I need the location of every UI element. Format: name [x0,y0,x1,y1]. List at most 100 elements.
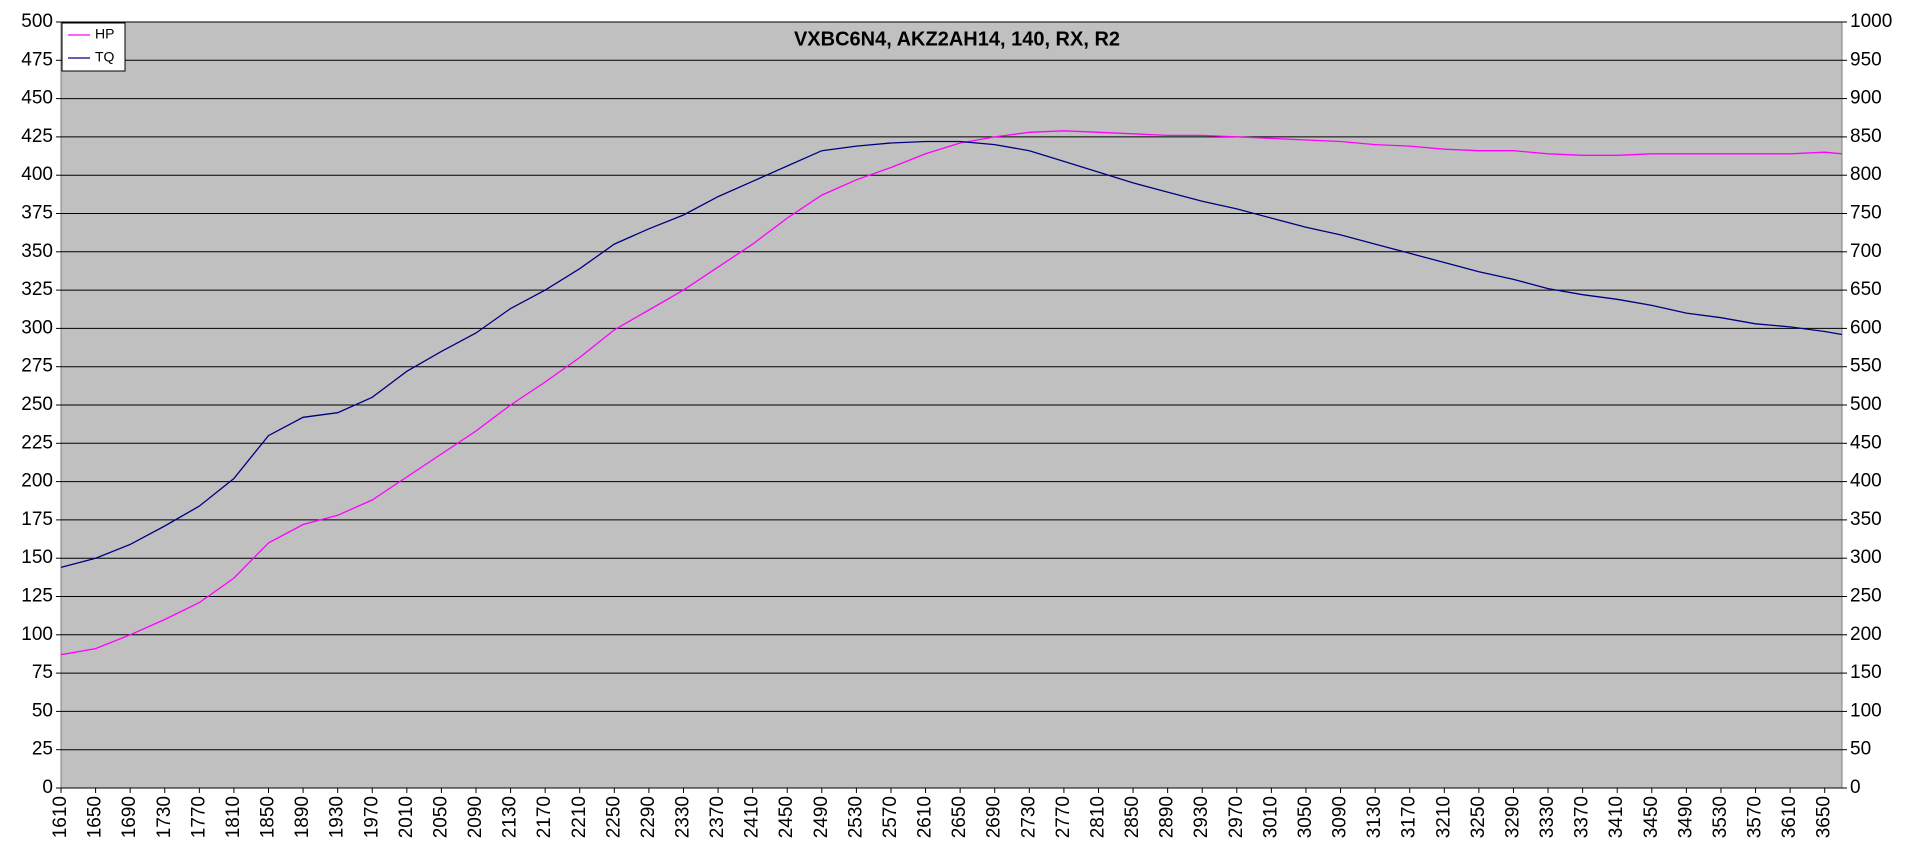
y2-tick-label: 100 [1850,700,1882,721]
y2-tick-label: 600 [1850,317,1882,338]
legend-label: HP [95,26,114,42]
x-tick-label: 3010 [1260,796,1281,838]
y2-tick-label: 0 [1850,777,1861,798]
y2-tick-label: 850 [1850,126,1882,147]
x-tick-label: 1890 [292,796,313,838]
x-tick-label: 3090 [1330,796,1351,838]
y-tick-label: 300 [21,317,53,338]
x-tick-label: 3650 [1814,796,1835,838]
x-tick-label: 3370 [1572,796,1593,838]
y2-tick-label: 350 [1850,509,1882,530]
y2-tick-label: 1000 [1850,11,1892,32]
y-tick-label: 50 [32,700,53,721]
y-tick-label: 500 [21,11,53,32]
x-tick-label: 3210 [1433,796,1454,838]
x-tick-label: 2770 [1053,796,1074,838]
x-tick-label: 3490 [1675,796,1696,838]
x-tick-label: 2330 [673,796,694,838]
x-tick-label: 2930 [1191,796,1212,838]
y2-tick-label: 500 [1850,394,1882,415]
y-tick-label: 25 [32,739,53,760]
y-tick-label: 125 [21,586,53,607]
x-tick-label: 3250 [1468,796,1489,838]
x-tick-label: 2250 [603,796,624,838]
x-tick-label: 1810 [223,796,244,838]
y2-tick-label: 900 [1850,88,1882,109]
y-tick-label: 150 [21,547,53,568]
y-tick-label: 75 [32,662,53,683]
x-tick-label: 2890 [1157,796,1178,838]
x-tick-label: 2050 [430,796,451,838]
y-tick-label: 400 [21,164,53,185]
x-tick-label: 2970 [1226,796,1247,838]
x-tick-label: 2570 [880,796,901,838]
x-tick-label: 2610 [915,796,936,838]
x-tick-label: 1930 [327,796,348,838]
legend-box [61,22,126,72]
y2-tick-label: 250 [1850,586,1882,607]
y2-tick-label: 550 [1850,356,1882,377]
y-tick-label: 375 [21,203,53,224]
y-tick-label: 0 [42,777,53,798]
y-tick-label: 325 [21,279,53,300]
x-tick-label: 2650 [949,796,970,838]
y2-tick-label: 750 [1850,203,1882,224]
series-line [60,130,1843,656]
y-tick-label: 350 [21,241,53,262]
x-tick-label: 3170 [1399,796,1420,838]
y-tick-label: 200 [21,471,53,492]
x-tick-label: 2530 [845,796,866,838]
y2-tick-label: 700 [1850,241,1882,262]
x-tick-label: 3410 [1606,796,1627,838]
x-tick-label: 2410 [742,796,763,838]
y-tick-label: 450 [21,88,53,109]
x-tick-label: 3050 [1295,796,1316,838]
x-tick-label: 2170 [534,796,555,838]
x-tick-label: 2290 [638,796,659,838]
x-tick-label: 3530 [1710,796,1731,838]
x-tick-label: 2490 [811,796,832,838]
y-tick-label: 100 [21,624,53,645]
x-tick-label: 1850 [258,796,279,838]
x-tick-label: 2730 [1018,796,1039,838]
x-tick-label: 1690 [119,796,140,838]
x-tick-label: 2370 [707,796,728,838]
x-tick-label: 2090 [465,796,486,838]
y2-tick-label: 300 [1850,547,1882,568]
x-tick-label: 3450 [1641,796,1662,838]
x-tick-label: 2010 [396,796,417,838]
y2-tick-label: 150 [1850,662,1882,683]
y-tick-label: 275 [21,356,53,377]
x-tick-label: 1770 [188,796,209,838]
y-tick-label: 250 [21,394,53,415]
x-tick-label: 3130 [1364,796,1385,838]
x-tick-label: 3330 [1537,796,1558,838]
y-tick-label: 225 [21,432,53,453]
x-tick-label: 1730 [154,796,175,838]
chart-title: VXBC6N4, AKZ2AH14, 140, RX, R2 [794,28,1120,50]
x-tick-label: 2210 [569,796,590,838]
x-tick-label: 1650 [85,796,106,838]
x-tick-label: 2450 [776,796,797,838]
x-tick-label: 2810 [1087,796,1108,838]
x-tick-label: 1610 [50,796,71,838]
x-tick-label: 2850 [1122,796,1143,838]
x-tick-label: 3290 [1502,796,1523,838]
y-tick-label: 475 [21,49,53,70]
y2-tick-label: 950 [1850,49,1882,70]
legend-label: TQ [95,49,115,65]
x-tick-label: 2130 [500,796,521,838]
x-tick-label: 3570 [1745,796,1766,838]
y2-tick-label: 50 [1850,739,1871,760]
y2-tick-label: 450 [1850,432,1882,453]
y2-tick-label: 400 [1850,471,1882,492]
series-line [60,140,1843,569]
y-tick-label: 425 [21,126,53,147]
x-tick-label: 2690 [984,796,1005,838]
x-tick-label: 1970 [361,796,382,838]
y2-tick-label: 650 [1850,279,1882,300]
y-tick-label: 175 [21,509,53,530]
y2-tick-label: 200 [1850,624,1882,645]
x-tick-label: 3610 [1779,796,1800,838]
